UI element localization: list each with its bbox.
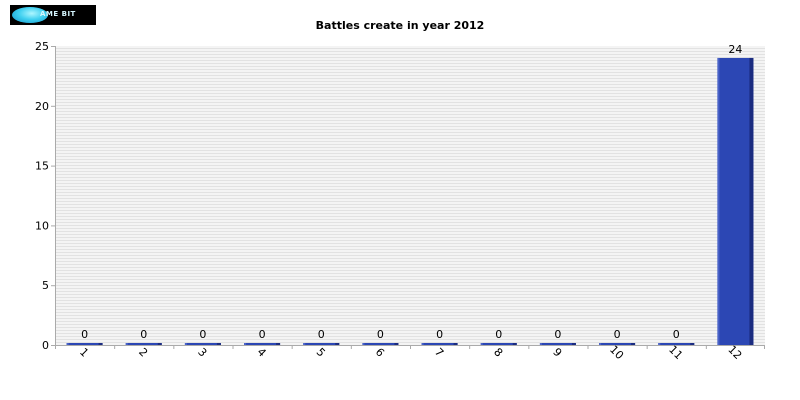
bar-highlight (303, 343, 306, 345)
bar (303, 343, 340, 345)
bar (717, 57, 754, 346)
x-tick-label: 6 (373, 345, 387, 359)
y-tick-label: 25 (35, 40, 49, 53)
bar (599, 343, 636, 345)
bar-shadow (157, 343, 162, 345)
bar-shadow (512, 343, 517, 345)
logo-text: AME BIT (40, 10, 76, 18)
y-axis: 0 5 10 15 20 25 (35, 40, 55, 352)
data-label: 0 (614, 328, 621, 341)
y-tick-label: 0 (42, 339, 49, 352)
x-tick-label: 2 (136, 345, 150, 359)
bar-highlight (599, 343, 602, 345)
x-tick-label: 5 (314, 345, 328, 359)
bar (658, 343, 695, 345)
data-label: 0 (199, 328, 206, 341)
data-label: 0 (436, 328, 443, 341)
chart-title: Battles create in year 2012 (316, 19, 485, 32)
bar-highlight (362, 343, 365, 345)
bar (421, 343, 458, 345)
bar-shadow (690, 343, 695, 345)
gamebit-logo: AME BIT (10, 5, 96, 25)
y-tick-label: 10 (35, 219, 49, 232)
bar-highlight (658, 343, 661, 345)
x-tick-label: 4 (254, 345, 268, 359)
bar-shadow (571, 343, 576, 345)
bar (66, 343, 103, 345)
bar (244, 343, 281, 345)
bar-shadow (749, 57, 754, 346)
x-tick-label: 9 (550, 345, 564, 359)
y-tick-label: 5 (42, 279, 49, 292)
bars: 0 0 0 0 0 0 0 0 0 0 0 24 (66, 43, 754, 346)
data-label: 0 (554, 328, 561, 341)
bar (539, 343, 576, 345)
data-label: 0 (377, 328, 384, 341)
x-tick-label: 8 (491, 345, 505, 359)
bar (480, 343, 517, 345)
bar-highlight (421, 343, 424, 345)
bar-shadow (276, 343, 281, 345)
data-label: 24 (728, 43, 742, 56)
grid-lines (55, 48, 765, 343)
bar-shadow (631, 343, 636, 345)
bar-shadow (216, 343, 221, 345)
y-tick-label: 20 (35, 100, 49, 113)
bar (362, 343, 399, 345)
data-label: 0 (259, 328, 266, 341)
y-tick-label: 15 (35, 160, 49, 173)
bar-shadow (453, 343, 458, 345)
bar-highlight (480, 343, 483, 345)
bar-shadow (335, 343, 340, 345)
bar-highlight (717, 57, 720, 346)
bar-highlight (66, 343, 69, 345)
bar-highlight (184, 343, 187, 345)
bar-shadow (394, 343, 399, 345)
x-tick-label: 7 (432, 345, 446, 359)
bar-highlight (125, 343, 128, 345)
x-tick-label: 1 (77, 345, 91, 359)
x-tick-label: 3 (195, 345, 209, 359)
bar (184, 343, 221, 345)
data-label: 0 (318, 328, 325, 341)
bar-highlight (539, 343, 542, 345)
data-label: 0 (495, 328, 502, 341)
data-label: 0 (81, 328, 88, 341)
bar-shadow (98, 343, 103, 345)
bar (125, 343, 162, 345)
bar-highlight (244, 343, 247, 345)
logo-blob-icon (12, 7, 48, 23)
data-label: 0 (140, 328, 147, 341)
data-label: 0 (673, 328, 680, 341)
